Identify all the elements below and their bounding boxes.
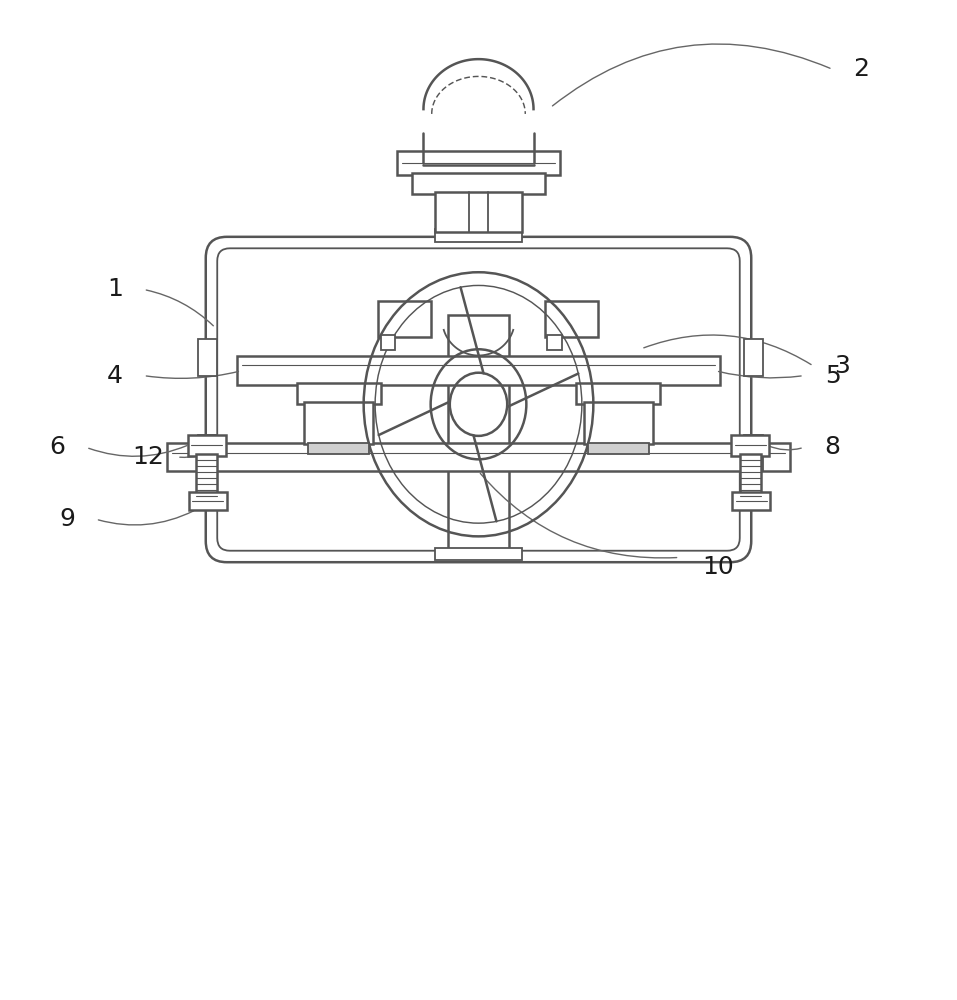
Bar	[435, 548, 522, 560]
Bar	[435, 192, 522, 232]
Bar	[448, 315, 509, 557]
Bar	[545, 301, 598, 337]
Bar	[237, 356, 720, 385]
Bar	[189, 492, 227, 510]
Bar	[381, 335, 395, 350]
Bar	[378, 301, 431, 337]
Text: 10: 10	[701, 555, 734, 579]
Bar	[198, 435, 217, 471]
Text: 4: 4	[107, 364, 122, 388]
Bar	[167, 443, 790, 471]
Bar	[297, 383, 381, 404]
Bar	[744, 339, 763, 376]
Bar	[732, 492, 770, 510]
Bar	[304, 402, 373, 444]
Bar	[731, 435, 769, 456]
Text: 5: 5	[825, 364, 840, 388]
Bar	[188, 435, 226, 456]
Text: 2: 2	[854, 57, 869, 81]
Bar	[308, 443, 369, 454]
Bar	[744, 435, 763, 471]
Bar	[740, 454, 761, 502]
Text: 3: 3	[835, 354, 850, 378]
Bar	[196, 454, 217, 502]
Bar	[397, 151, 560, 175]
Text: 6: 6	[50, 435, 65, 459]
Text: 12: 12	[132, 445, 165, 469]
FancyBboxPatch shape	[217, 248, 740, 551]
Bar	[412, 173, 545, 194]
Bar	[547, 335, 562, 350]
Bar	[435, 229, 522, 242]
Text: 1: 1	[107, 277, 122, 301]
FancyBboxPatch shape	[206, 237, 751, 562]
Bar	[576, 383, 660, 404]
Bar	[588, 443, 649, 454]
Text: 9: 9	[59, 507, 75, 531]
Text: 8: 8	[825, 435, 840, 459]
Bar	[584, 402, 653, 444]
Bar	[198, 339, 217, 376]
